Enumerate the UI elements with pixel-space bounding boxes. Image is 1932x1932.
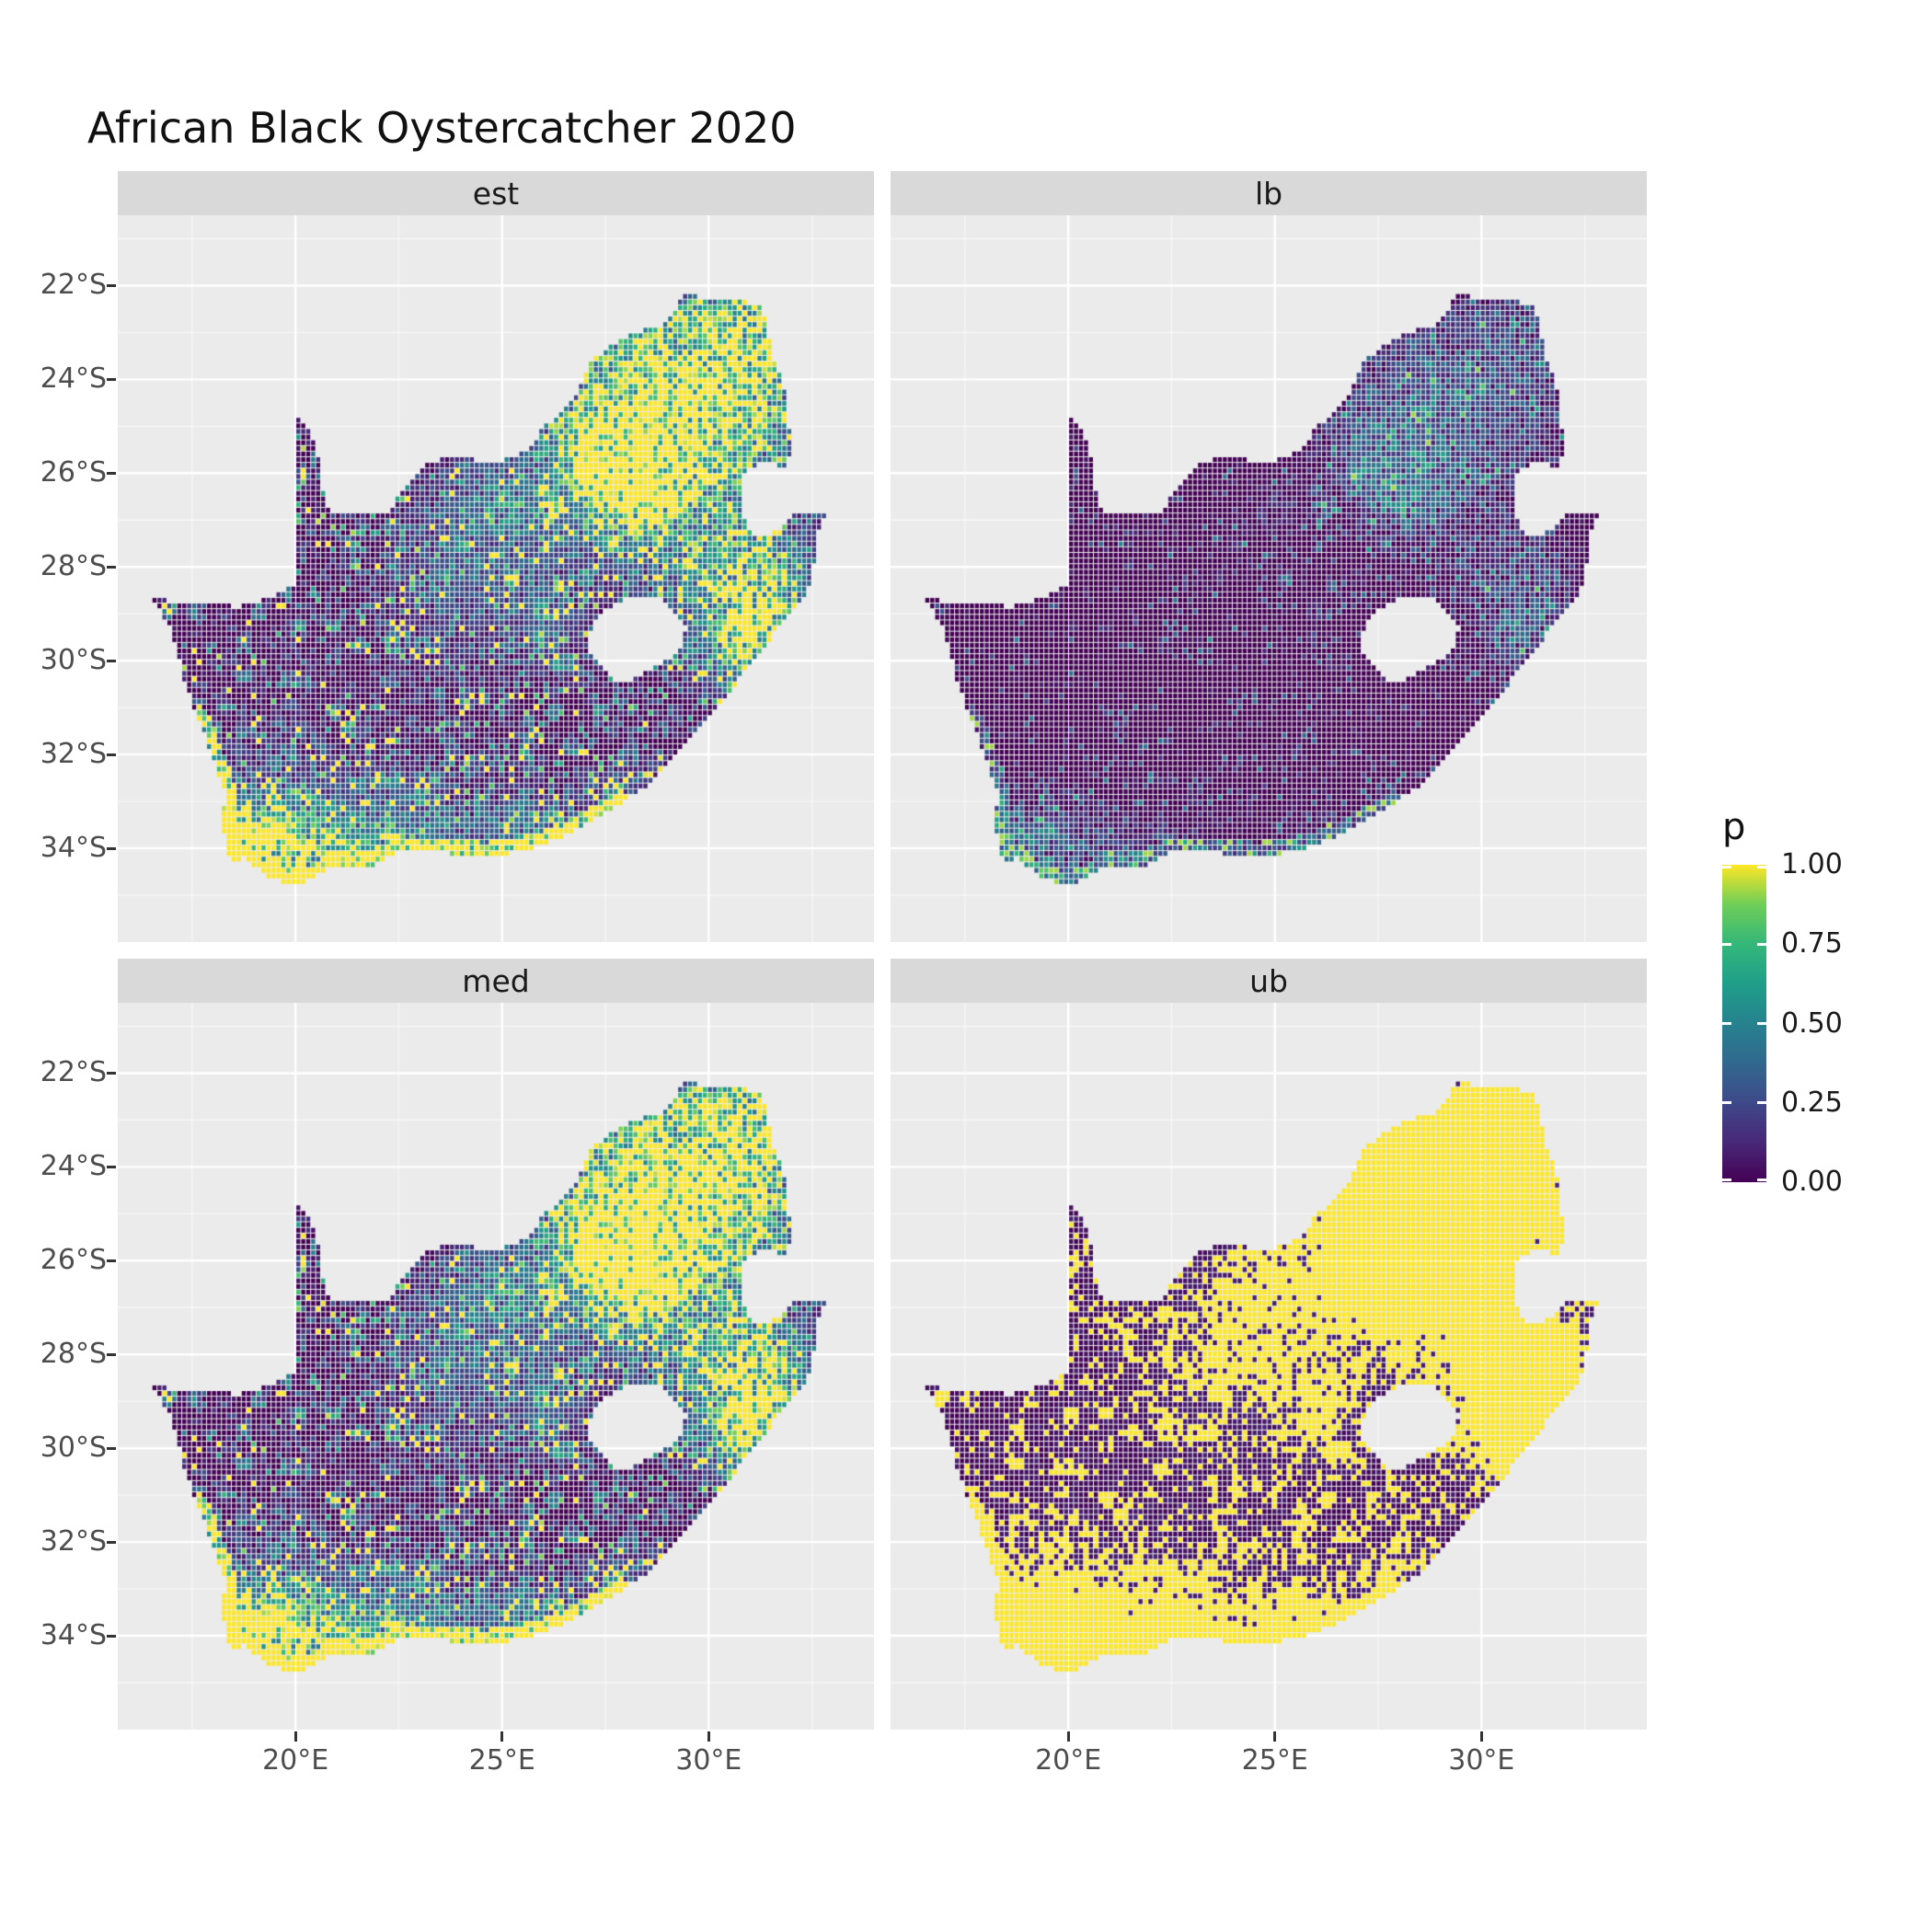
legend-label: 0.75 <box>1781 927 1843 960</box>
x-axis-label: 25°E <box>468 1744 535 1777</box>
legend-tick-mark <box>1722 1022 1731 1025</box>
legend-label: 1.00 <box>1781 848 1843 880</box>
y-axis-label: 28°S <box>40 1338 107 1371</box>
x-axis-tick <box>1479 1731 1483 1742</box>
legend-tick-mark <box>1757 1178 1766 1181</box>
y-axis-label: 22°S <box>40 1056 107 1089</box>
legend-tick-mark <box>1722 865 1731 868</box>
legend-title: p <box>1722 806 1746 848</box>
facet-strip-med: med <box>118 959 874 1003</box>
legend-tick-mark <box>1757 942 1766 946</box>
y-axis-tick <box>107 565 116 569</box>
legend-tick-mark <box>1722 1178 1731 1181</box>
facet-ub-map <box>891 1003 1647 1730</box>
x-axis-tick <box>1066 1731 1070 1742</box>
x-axis-label: 20°E <box>262 1744 329 1777</box>
y-axis-tick <box>107 753 116 756</box>
y-axis-label: 32°S <box>40 738 107 771</box>
facet-strip-ub-label: ub <box>1249 962 1288 999</box>
facet-strip-ub: ub <box>891 959 1647 1003</box>
legend-tick-mark <box>1722 942 1731 946</box>
x-axis-tick <box>500 1731 504 1742</box>
facet-strip-lb: lb <box>891 171 1647 215</box>
x-axis-tick <box>707 1731 710 1742</box>
legend: p 1.00 0.75 0.50 0.25 0.00 <box>1702 806 1932 1248</box>
x-axis-tick <box>293 1731 297 1742</box>
y-axis-tick <box>107 1259 116 1262</box>
facet-strip-est-label: est <box>472 175 520 212</box>
y-axis-tick <box>107 1071 116 1075</box>
legend-label: 0.50 <box>1781 1006 1843 1040</box>
y-axis-tick <box>107 471 116 475</box>
plot-title: African Black Oystercatcher 2020 <box>87 103 797 153</box>
y-axis-tick <box>107 377 116 381</box>
y-axis-label: 34°S <box>40 832 107 865</box>
x-axis-label: 25°E <box>1241 1744 1308 1777</box>
legend-tick-mark <box>1757 1101 1766 1105</box>
legend-tick-mark <box>1757 1022 1766 1025</box>
legend-tick-mark <box>1722 1101 1731 1105</box>
y-axis-tick <box>107 1540 116 1544</box>
y-axis-label: 28°S <box>40 550 107 583</box>
y-axis-label: 34°S <box>40 1619 107 1652</box>
y-axis-label: 24°S <box>40 362 107 396</box>
y-axis-tick <box>107 1634 116 1638</box>
legend-label: 0.25 <box>1781 1086 1843 1119</box>
x-axis-tick <box>1273 1731 1277 1742</box>
legend-annotations: 1.00 0.75 0.50 0.25 0.00 <box>1702 806 1932 1248</box>
y-axis-tick <box>107 659 116 662</box>
y-axis-tick <box>107 1352 116 1356</box>
y-axis-tick <box>107 1446 116 1450</box>
legend-tick-mark <box>1757 865 1766 868</box>
y-axis-tick <box>107 283 116 287</box>
facet-strip-est: est <box>118 171 874 215</box>
legend-label: 0.00 <box>1781 1166 1843 1198</box>
y-axis-label: 26°S <box>40 456 107 489</box>
y-axis-label: 26°S <box>40 1244 107 1277</box>
x-axis-label: 30°E <box>1448 1744 1515 1777</box>
y-axis-label: 22°S <box>40 269 107 302</box>
x-axis-label: 20°E <box>1035 1744 1102 1777</box>
y-axis-tick <box>107 1165 116 1168</box>
y-axis-tick <box>107 846 116 850</box>
facet-med-map <box>118 1003 874 1730</box>
y-axis-label: 30°S <box>40 1432 107 1465</box>
facet-strip-lb-label: lb <box>1254 175 1283 212</box>
y-axis-label: 24°S <box>40 1150 107 1183</box>
facet-strip-med-label: med <box>462 962 530 999</box>
y-axis-label: 30°S <box>40 644 107 677</box>
x-axis-label: 30°E <box>675 1744 742 1777</box>
y-axis-label: 32°S <box>40 1525 107 1558</box>
facet-est-map <box>118 215 874 942</box>
facet-lb-map <box>891 215 1647 942</box>
